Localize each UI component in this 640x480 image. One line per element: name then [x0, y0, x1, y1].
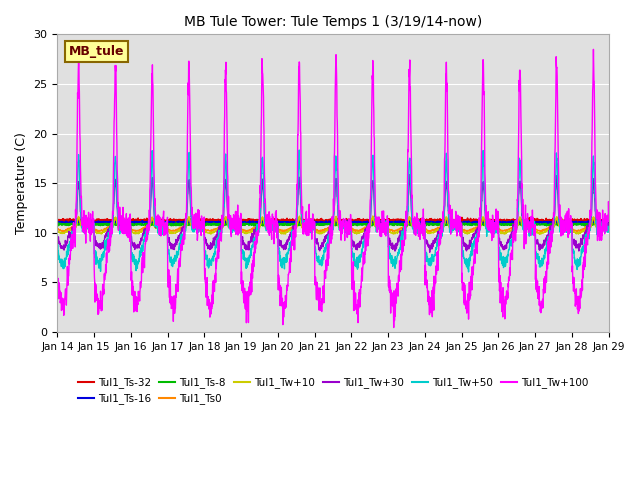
- Tul1_Tw+100: [605, 213, 612, 218]
- Tul1_Tw+50: [605, 224, 612, 229]
- Tul1_Ts-8: [557, 220, 565, 226]
- Tul1_Tw+50: [494, 225, 502, 231]
- Tul1_Ts-16: [349, 220, 356, 226]
- Tul1_Ts-8: [556, 222, 564, 228]
- Tul1_Tw+100: [390, 324, 397, 330]
- Tul1_Ts-8: [54, 222, 61, 228]
- Tul1_Tw+100: [572, 300, 579, 306]
- Tul1_Tw+10: [361, 227, 369, 232]
- Tul1_Ts-16: [557, 221, 564, 227]
- Tul1_Ts-16: [207, 220, 215, 226]
- Tul1_Ts-8: [445, 223, 453, 229]
- Tul1_Tw+30: [426, 250, 433, 255]
- Tul1_Ts0: [557, 223, 564, 229]
- Tul1_Tw+30: [572, 238, 580, 243]
- Tul1_Ts-16: [605, 219, 612, 225]
- Tul1_Ts-8: [349, 222, 356, 228]
- Tul1_Tw+50: [362, 236, 369, 241]
- Tul1_Tw+30: [406, 172, 413, 178]
- Tul1_Tw+10: [54, 228, 61, 234]
- Tul1_Tw+30: [54, 236, 61, 241]
- Tul1_Ts0: [332, 214, 340, 219]
- Tul1_Tw+100: [493, 216, 501, 222]
- Tul1_Ts0: [207, 227, 215, 233]
- Tul1_Tw+100: [361, 249, 369, 255]
- Tul1_Ts-16: [54, 219, 61, 225]
- Tul1_Ts0: [349, 226, 357, 232]
- Tul1_Ts0: [362, 224, 369, 230]
- Legend: Tul1_Ts-32, Tul1_Ts-16, Tul1_Ts-8, Tul1_Ts0, Tul1_Tw+10, Tul1_Tw+30, Tul1_Tw+50,: Tul1_Ts-32, Tul1_Ts-16, Tul1_Ts-8, Tul1_…: [74, 373, 592, 408]
- Tul1_Tw+50: [557, 221, 564, 227]
- Tul1_Ts0: [315, 229, 323, 235]
- Tul1_Tw+30: [494, 221, 502, 227]
- Line: Tul1_Tw+50: Tul1_Tw+50: [58, 150, 609, 272]
- Line: Tul1_Tw+30: Tul1_Tw+30: [58, 175, 609, 252]
- Tul1_Ts0: [54, 226, 61, 232]
- Text: MB_tule: MB_tule: [68, 45, 124, 58]
- Tul1_Ts-32: [362, 217, 369, 223]
- Tul1_Tw+50: [465, 269, 472, 275]
- Tul1_Ts-8: [493, 223, 501, 228]
- Tul1_Tw+100: [349, 278, 356, 284]
- Tul1_Tw+50: [572, 262, 580, 267]
- Tul1_Tw+50: [54, 248, 61, 254]
- Tul1_Tw+10: [572, 230, 580, 236]
- Tul1_Ts-32: [54, 216, 61, 222]
- Tul1_Ts-16: [515, 217, 522, 223]
- Tul1_Tw+30: [605, 220, 612, 226]
- Line: Tul1_Tw+100: Tul1_Tw+100: [58, 49, 609, 327]
- Tul1_Ts0: [572, 228, 580, 234]
- Tul1_Ts-16: [572, 220, 580, 226]
- Tul1_Tw+100: [589, 47, 597, 52]
- Tul1_Ts-8: [605, 222, 612, 228]
- Tul1_Ts-32: [349, 218, 357, 224]
- Tul1_Ts-32: [557, 216, 564, 222]
- Tul1_Tw+30: [349, 243, 356, 249]
- Tul1_Ts-32: [572, 217, 580, 223]
- Line: Tul1_Ts-16: Tul1_Ts-16: [58, 220, 609, 225]
- Tul1_Tw+30: [207, 243, 215, 249]
- Tul1_Ts0: [605, 224, 612, 229]
- Line: Tul1_Tw+10: Tul1_Tw+10: [58, 216, 609, 234]
- Tul1_Tw+30: [557, 223, 564, 228]
- Tul1_Tw+50: [349, 252, 357, 257]
- Tul1_Tw+30: [361, 229, 369, 235]
- Tul1_Ts-32: [458, 215, 466, 220]
- Tul1_Ts-32: [207, 219, 215, 225]
- Title: MB Tule Tower: Tule Temps 1 (3/19/14-now): MB Tule Tower: Tule Temps 1 (3/19/14-now…: [184, 15, 482, 29]
- Tul1_Ts-16: [493, 219, 501, 225]
- Tul1_Ts-8: [572, 221, 580, 227]
- Tul1_Tw+10: [536, 231, 543, 237]
- Tul1_Ts-16: [361, 219, 369, 225]
- Tul1_Ts-16: [433, 222, 441, 228]
- Tul1_Ts-8: [361, 221, 369, 227]
- Tul1_Tw+100: [556, 223, 564, 228]
- Tul1_Tw+10: [369, 213, 376, 219]
- Tul1_Tw+10: [557, 225, 564, 230]
- Tul1_Tw+100: [207, 301, 215, 307]
- Line: Tul1_Ts0: Tul1_Ts0: [58, 216, 609, 232]
- Tul1_Tw+50: [207, 261, 215, 266]
- Tul1_Tw+10: [493, 226, 501, 231]
- Tul1_Tw+50: [296, 147, 303, 153]
- Tul1_Ts-32: [335, 220, 343, 226]
- Tul1_Tw+100: [54, 279, 61, 285]
- Line: Tul1_Ts-8: Tul1_Ts-8: [58, 223, 609, 226]
- Tul1_Ts-32: [605, 218, 612, 224]
- Y-axis label: Temperature (C): Temperature (C): [15, 132, 28, 234]
- Tul1_Tw+10: [349, 229, 356, 235]
- Tul1_Ts0: [494, 223, 502, 229]
- Tul1_Tw+10: [207, 230, 215, 236]
- Tul1_Ts-32: [494, 217, 502, 223]
- Tul1_Tw+10: [605, 225, 612, 231]
- Tul1_Ts-8: [207, 221, 215, 227]
- Line: Tul1_Ts-32: Tul1_Ts-32: [58, 217, 609, 223]
